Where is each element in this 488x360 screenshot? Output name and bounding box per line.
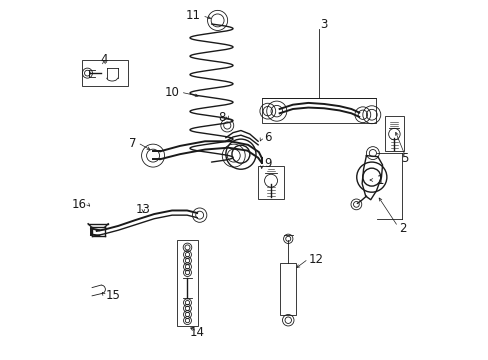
Bar xyxy=(280,263,296,315)
Text: 2: 2 xyxy=(398,222,406,235)
Text: 14: 14 xyxy=(189,326,204,339)
Text: 9: 9 xyxy=(264,157,271,170)
Text: 7: 7 xyxy=(128,137,136,150)
Bar xyxy=(177,239,198,326)
Text: 11: 11 xyxy=(185,9,201,22)
Text: 10: 10 xyxy=(164,86,179,99)
Bar xyxy=(384,116,403,151)
Text: 6: 6 xyxy=(264,131,271,144)
Text: 15: 15 xyxy=(105,289,120,302)
Text: 13: 13 xyxy=(136,203,150,216)
Text: 8: 8 xyxy=(218,111,225,124)
Text: 4: 4 xyxy=(100,53,107,66)
Text: 12: 12 xyxy=(308,253,324,266)
Bar xyxy=(261,98,376,123)
Text: 1: 1 xyxy=(376,174,383,186)
Bar xyxy=(258,166,284,199)
Text: 5: 5 xyxy=(401,152,408,165)
Text: 3: 3 xyxy=(319,18,326,31)
Text: 16: 16 xyxy=(72,198,86,211)
Bar xyxy=(82,60,128,86)
